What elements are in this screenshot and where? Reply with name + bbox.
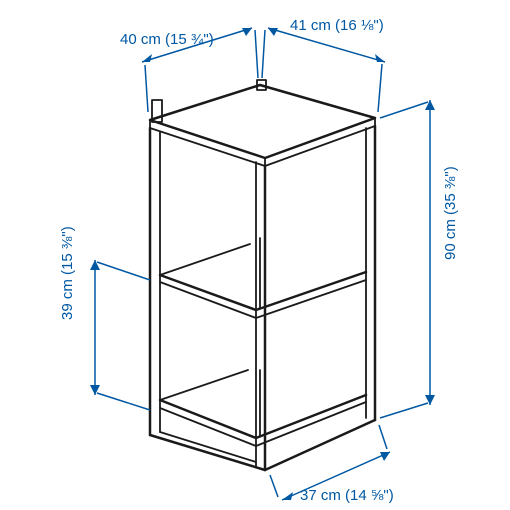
shelf-drawing xyxy=(150,80,375,470)
dim-shelf-gap: 39 cm (15 ⅜") xyxy=(59,226,76,320)
dim-height: 90 cm (35 ⅜") xyxy=(442,166,459,260)
dim-base: 37 cm (14 ⅝") xyxy=(300,487,394,504)
dim-depth: 40 cm (15 ¾") xyxy=(120,31,214,48)
dimension-diagram: 40 cm (15 ¾") 41 cm (16 ⅛") 39 cm (15 ⅜"… xyxy=(0,0,510,510)
dim-width: 41 cm (16 ⅛") xyxy=(290,17,384,34)
